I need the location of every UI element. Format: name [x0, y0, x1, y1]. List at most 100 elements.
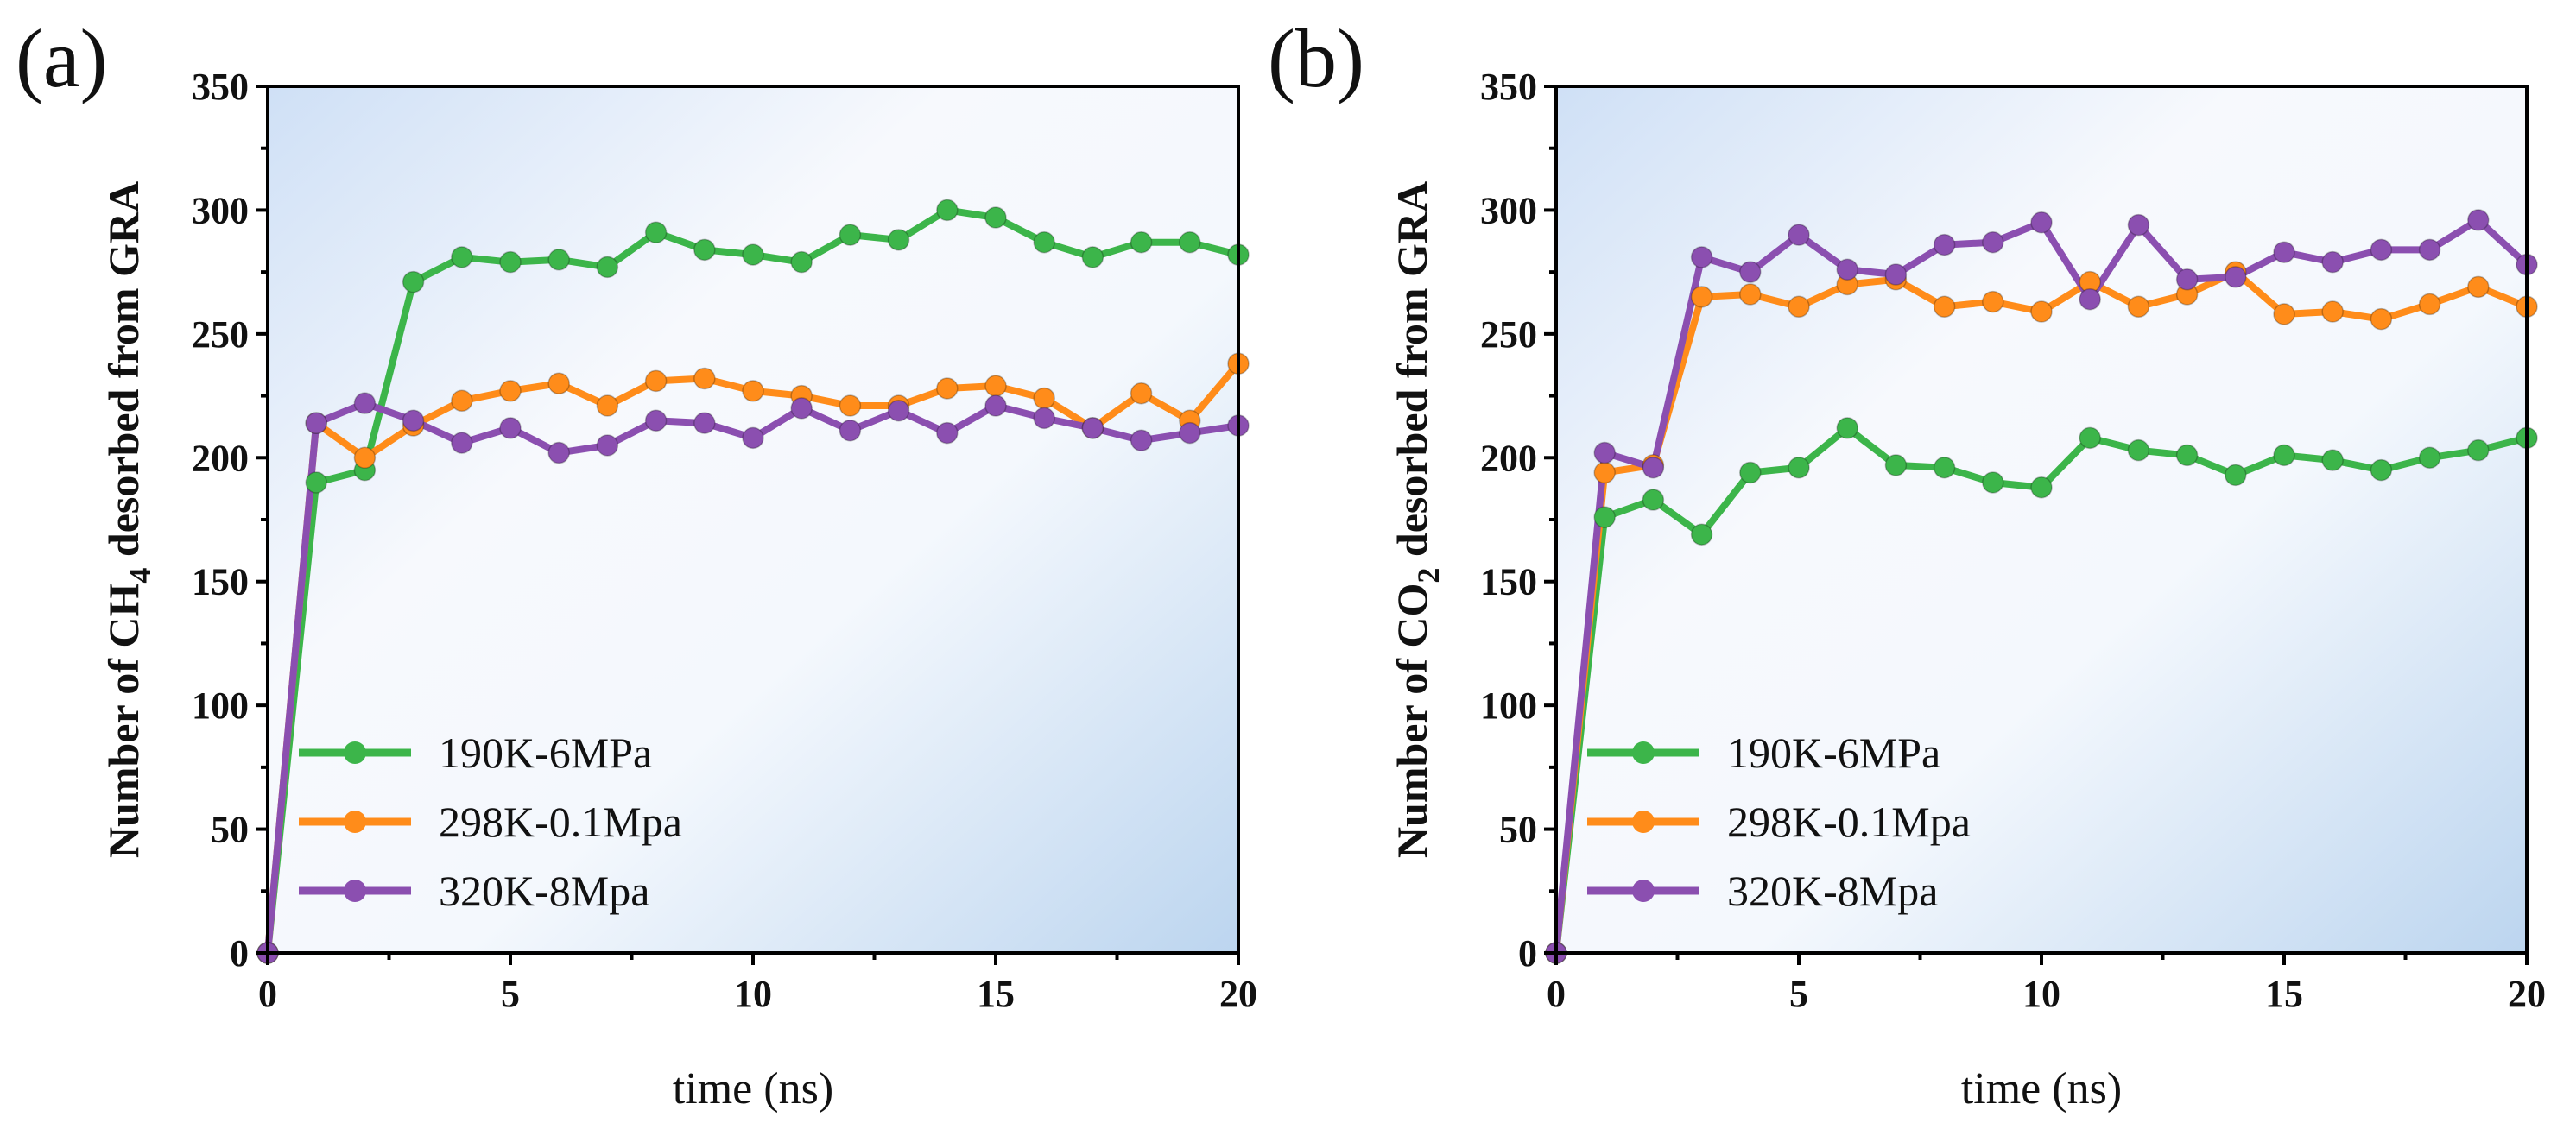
data-point — [2370, 307, 2393, 331]
data-point — [644, 369, 668, 393]
legend-label: 190K-6MPa — [1727, 729, 1940, 777]
data-point — [547, 441, 570, 464]
data-point — [1739, 283, 1762, 306]
data-point — [1884, 454, 1908, 476]
data-point — [1130, 230, 1153, 254]
legend-swatch-marker — [344, 741, 366, 764]
y-tick-label: 0 — [1518, 932, 1537, 975]
data-point — [790, 397, 813, 420]
data-point — [1033, 230, 1055, 254]
data-point — [499, 417, 522, 439]
legend-swatch-marker — [344, 880, 366, 902]
chart-panel-a: (a) Number of CH4 desorbed from GRA time… — [16, 12, 1257, 1114]
data-point — [305, 471, 327, 494]
data-point — [936, 421, 959, 445]
y-tick-label: 150 — [192, 561, 249, 603]
data-point — [1593, 506, 1616, 528]
data-point — [1081, 246, 1104, 268]
data-point — [1130, 382, 1153, 405]
data-point — [2321, 250, 2344, 274]
data-point — [353, 446, 377, 470]
data-point — [742, 380, 764, 402]
x-tick-label: 20 — [2508, 973, 2546, 1015]
series-points — [1545, 209, 2538, 964]
legend-label: 320K-8Mpa — [439, 867, 649, 915]
data-point — [2418, 293, 2441, 316]
data-point — [2467, 438, 2490, 462]
data-point — [693, 238, 716, 262]
y-tick-label: 100 — [192, 685, 249, 727]
data-point — [1130, 429, 1153, 451]
data-point — [2273, 241, 2295, 263]
x-tick-label: 5 — [1789, 973, 1808, 1015]
data-point — [742, 426, 764, 450]
x-tick-label: 20 — [1219, 973, 1257, 1015]
data-point — [451, 246, 473, 268]
data-point — [2030, 300, 2053, 323]
y-tick-label: 250 — [192, 313, 249, 356]
data-point — [1982, 290, 2004, 313]
axes-frame — [266, 85, 1240, 955]
data-point — [1642, 489, 1665, 511]
y-tick-label: 50 — [211, 809, 249, 851]
data-point — [2321, 449, 2344, 471]
legend-swatch-marker — [1632, 811, 1655, 833]
data-point — [1739, 461, 1762, 484]
data-point — [547, 249, 570, 271]
panel-label: (a) — [16, 12, 108, 104]
x-axis-label: time (ns) — [673, 1064, 833, 1114]
legend-swatch-marker — [1632, 741, 1655, 764]
legend-swatch-marker — [344, 811, 366, 833]
data-point — [305, 412, 327, 434]
y-tick-label: 350 — [1480, 66, 1537, 108]
data-point — [402, 270, 425, 293]
data-point — [2273, 303, 2295, 325]
data-point — [1788, 295, 1810, 319]
data-point — [1836, 417, 1858, 439]
data-point — [2370, 458, 2393, 482]
x-tick-label: 10 — [734, 973, 772, 1015]
data-point — [353, 392, 377, 414]
data-point — [1788, 457, 1810, 479]
data-point — [2175, 444, 2199, 467]
y-tick-label: 350 — [192, 66, 249, 108]
data-point — [1033, 387, 1055, 410]
data-point — [2175, 268, 2199, 291]
data-point — [2030, 211, 2053, 234]
x-axis-label: time (ns) — [1961, 1064, 2122, 1114]
data-point — [936, 377, 959, 400]
data-point — [839, 224, 862, 246]
legend-label: 320K-8Mpa — [1727, 867, 1938, 915]
data-point — [1179, 230, 1201, 254]
data-point — [1690, 246, 1713, 268]
data-point — [1933, 295, 1956, 319]
legend-label: 298K-0.1Mpa — [439, 798, 682, 846]
data-point — [1179, 421, 1201, 445]
data-point — [499, 250, 522, 274]
data-point — [984, 394, 1007, 417]
y-tick-label: 0 — [230, 932, 249, 975]
x-tick-label: 15 — [2265, 973, 2303, 1015]
y-tick-label: 50 — [1499, 809, 1537, 851]
y-tick-label: 200 — [1480, 437, 1537, 479]
data-point — [2079, 426, 2101, 450]
data-point — [1033, 407, 1055, 430]
legend: 190K-6MPa 298K-0.1Mpa 320K-8Mpa — [1587, 729, 1971, 915]
data-point — [693, 367, 716, 390]
data-point — [984, 375, 1007, 397]
data-point — [596, 434, 619, 457]
data-point — [839, 419, 862, 442]
data-point — [887, 400, 910, 422]
axes-frame — [1554, 85, 2529, 955]
data-point — [451, 389, 473, 413]
y-tick-label: 300 — [192, 189, 249, 231]
x-tick-label: 10 — [2022, 973, 2060, 1015]
data-point — [984, 206, 1007, 229]
data-point — [1884, 263, 1908, 286]
data-point — [887, 229, 910, 251]
data-point — [2225, 266, 2247, 288]
y-tick-label: 300 — [1480, 189, 1537, 231]
data-point — [1690, 286, 1713, 308]
